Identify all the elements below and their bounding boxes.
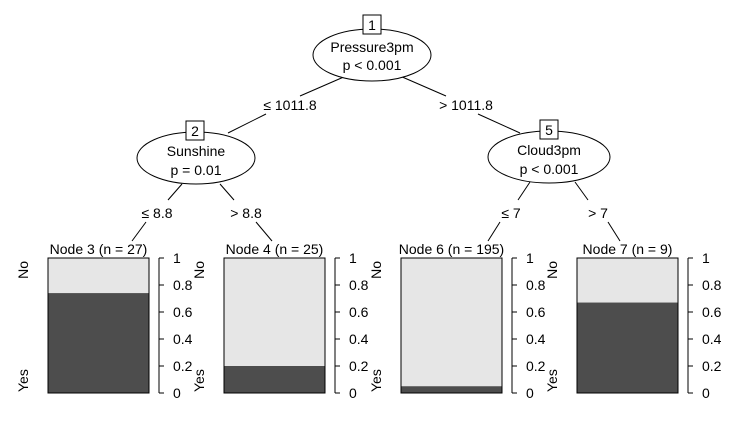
bar-frame (576, 257, 679, 394)
edge-label: ≤ 7 (501, 205, 521, 221)
bar-yes-segment (401, 386, 502, 393)
node-id-box (185, 120, 205, 141)
node-ellipse (312, 28, 432, 82)
edge-line-5-6 (517, 181, 531, 201)
y-tick-label: 0.4 (349, 331, 369, 347)
node-id: 1 (368, 17, 376, 33)
y-tick-label: 0.8 (349, 277, 369, 293)
edge-line-5-7b (607, 221, 621, 242)
terminal-node-title: Node 6 (n = 195) (399, 241, 504, 257)
edge-line-1-2 (299, 75, 347, 97)
edge-label: ≤ 1011.8 (263, 97, 317, 113)
bar-no-segment (401, 258, 502, 393)
node-id: 5 (545, 122, 553, 138)
y-tick-label: 0.4 (526, 331, 546, 347)
edge-label: > 1011.8 (439, 97, 493, 113)
bar-yes-segment (577, 302, 678, 393)
terminal-node: Node 6 (n = 195) No Yes 0 0.2 0.4 0.6 0.8 1 (368, 241, 546, 401)
y-tick-label: 0.4 (702, 331, 722, 347)
node-id: 2 (191, 123, 199, 139)
y-label-no: No (15, 261, 31, 279)
node-variable: Sunshine (167, 143, 226, 159)
y-tick-label: 0.6 (349, 304, 369, 320)
y-label-no: No (544, 261, 560, 279)
y-label-yes: Yes (544, 369, 560, 392)
edge-line-1-5 (399, 75, 447, 97)
node-id-box (539, 119, 559, 140)
edge-line-5-7 (574, 181, 589, 201)
terminal-node: Node 4 (n = 25) No Yes 0 0.2 0.4 0.6 0.8 1 (191, 241, 369, 401)
y-label-no: No (368, 261, 384, 279)
edge-label: > 7 (588, 205, 608, 221)
y-tick-label: 0.2 (349, 358, 369, 374)
tree-edges (131, 75, 621, 242)
edge-line-1-2b (227, 113, 267, 134)
bar-frame (223, 257, 326, 394)
y-tick-label: 0.2 (173, 358, 193, 374)
y-tick-label: 1 (173, 250, 181, 266)
y-label-no: No (191, 261, 207, 279)
y-tick-label: 0 (702, 385, 710, 401)
y-label-yes: Yes (15, 369, 31, 392)
edge-line-1-5b (477, 113, 521, 134)
bar-yes-segment (48, 293, 149, 393)
y-label-yes: Yes (191, 369, 207, 392)
y-label-yes: Yes (368, 369, 384, 392)
y-tick-label: 1 (526, 250, 534, 266)
y-tick-label: 0.8 (702, 277, 722, 293)
y-tick-label: 0.2 (526, 358, 546, 374)
edge-line-2-4 (219, 183, 235, 201)
node-id-box (362, 14, 382, 35)
inner-node-5: 5 Cloud3pm p < 0.001 (487, 119, 611, 184)
node-pvalue: p < 0.001 (343, 57, 402, 73)
y-tick-label: 0 (173, 385, 181, 401)
terminal-node-title: Node 3 (n = 27) (50, 241, 148, 257)
node-variable: Cloud3pm (517, 142, 581, 158)
y-tick-label: 0.6 (702, 304, 722, 320)
y-tick-label: 0.8 (173, 277, 193, 293)
edge-label: > 8.8 (230, 205, 262, 221)
edge-line-2-3 (167, 183, 183, 201)
y-tick-label: 0 (526, 385, 534, 401)
edge-line-2-4b (255, 221, 273, 242)
terminal-node-title: Node 4 (n = 25) (226, 241, 324, 257)
y-tick-label: 0.6 (173, 304, 193, 320)
edge-line-2-3b (131, 221, 147, 242)
y-tick-label: 0.4 (173, 331, 193, 347)
terminal-node-title: Node 7 (n = 9) (583, 241, 673, 257)
node-pvalue: p < 0.001 (520, 161, 579, 177)
node-pvalue: p = 0.01 (171, 162, 222, 178)
bar-frame (47, 257, 150, 394)
inner-node-1: 1 Pressure3pm p < 0.001 (312, 14, 432, 82)
inner-node-2: 2 Sunshine p = 0.01 (136, 120, 256, 185)
edge-label: ≤ 8.8 (141, 205, 172, 221)
terminal-node: Node 3 (n = 27) No Yes 0 0.2 0.4 0.6 0.8 1 (15, 241, 193, 401)
y-tick-label: 0.8 (526, 277, 546, 293)
y-tick-label: 1 (702, 250, 710, 266)
bar-yes-segment (224, 366, 325, 393)
y-tick-label: 0.6 (526, 304, 546, 320)
terminal-node: Node 7 (n = 9) No Yes 0 0.2 0.4 0.6 0.8 1 (544, 241, 722, 401)
edge-labels: ≤ 1011.8 > 1011.8 ≤ 8.8 > 8.8 ≤ 7 > 7 (141, 97, 608, 221)
y-tick-label: 0.2 (702, 358, 722, 374)
y-tick-label: 0 (349, 385, 357, 401)
bar-frame (400, 257, 503, 394)
y-tick-label: 1 (349, 250, 357, 266)
edge-line-5-6b (487, 221, 501, 242)
node-variable: Pressure3pm (330, 39, 413, 55)
